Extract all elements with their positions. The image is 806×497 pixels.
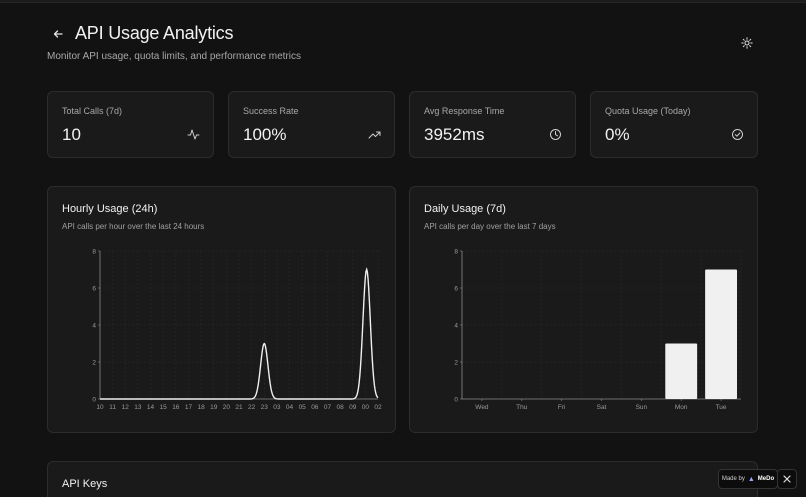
y-tick-label: 4 xyxy=(454,323,458,330)
api-keys-card: API Keys xyxy=(47,461,758,497)
x-tick-label: 15 xyxy=(160,404,168,411)
x-tick-label: 03 xyxy=(273,404,281,411)
api-keys-title: API Keys xyxy=(62,478,108,490)
y-tick-label: 2 xyxy=(92,360,96,367)
x-tick-label: 09 xyxy=(349,404,357,411)
y-tick-label: 6 xyxy=(454,286,458,293)
activity-icon xyxy=(187,129,200,140)
x-tick-label: 08 xyxy=(336,404,344,411)
badge-close-button[interactable] xyxy=(777,469,797,489)
badge-brand: MeDo xyxy=(757,476,775,482)
stat-label: Total Calls (7d) xyxy=(62,106,123,116)
x-tick-label: 23 xyxy=(261,404,269,411)
bar xyxy=(705,269,738,399)
x-tick-label: 18 xyxy=(197,404,205,411)
page-subtitle: Monitor API usage, quota limits, and per… xyxy=(47,51,302,62)
x-tick-label: 19 xyxy=(210,404,218,411)
x-tick-label: 22 xyxy=(248,404,256,411)
stat-card-success-rate: Success Rate 100% xyxy=(228,91,395,158)
y-tick-label: 6 xyxy=(92,286,96,293)
daily-usage-card: Daily Usage (7d) API calls per day over … xyxy=(409,186,758,433)
arrow-left-icon xyxy=(53,30,63,38)
x-tick-label: 12 xyxy=(122,404,130,411)
check-circle-icon xyxy=(732,129,743,140)
chart-subtitle: API calls per day over the last 7 days xyxy=(424,222,556,231)
x-tick-label: 02 xyxy=(374,404,382,411)
stat-value: 0% xyxy=(605,125,630,144)
y-tick-label: 0 xyxy=(92,397,96,404)
x-tick-label: 07 xyxy=(324,404,332,411)
top-border xyxy=(0,0,806,3)
close-icon xyxy=(783,475,791,483)
stat-label: Success Rate xyxy=(243,106,299,116)
x-tick-label: Thu xyxy=(516,404,528,411)
chart-subtitle: API calls per hour over the last 24 hour… xyxy=(62,222,205,231)
stat-value: 10 xyxy=(62,125,81,144)
x-tick-label: 16 xyxy=(172,404,180,411)
x-tick-label: 14 xyxy=(147,404,155,411)
stat-value: 100% xyxy=(243,125,287,144)
x-tick-label: 21 xyxy=(235,404,243,411)
y-tick-label: 2 xyxy=(454,360,458,367)
x-tick-label: 17 xyxy=(185,404,193,411)
stat-card-avg-response: Avg Response Time 3952ms xyxy=(409,91,576,158)
x-tick-label: 13 xyxy=(134,404,142,411)
x-tick-label: Sat xyxy=(597,404,607,411)
y-tick-label: 4 xyxy=(92,323,96,330)
x-tick-label: Wed xyxy=(475,404,489,411)
x-tick-label: Mon xyxy=(675,404,688,411)
trending-up-icon xyxy=(368,131,381,139)
x-tick-label: 00 xyxy=(362,404,370,411)
y-tick-label: 0 xyxy=(454,397,458,404)
x-tick-label: Fri xyxy=(558,404,566,411)
x-tick-label: 04 xyxy=(286,404,294,411)
y-tick-label: 8 xyxy=(92,249,96,256)
hourly-series-line xyxy=(100,267,379,400)
page-title: API Usage Analytics xyxy=(75,23,234,43)
stat-value: 3952ms xyxy=(424,125,485,144)
daily-usage-chart: 0 2 4 6 8 Wed Thu Fri Sat Sun Mon Tue xyxy=(454,249,742,411)
badge-prefix: Made by xyxy=(721,476,745,482)
back-button[interactable] xyxy=(50,26,66,42)
theme-toggle-button[interactable] xyxy=(739,35,755,51)
x-tick-label: 11 xyxy=(109,404,116,411)
x-tick-label: 10 xyxy=(96,404,104,411)
stat-label: Avg Response Time xyxy=(424,106,505,116)
bar xyxy=(665,343,698,399)
x-tick-label: 20 xyxy=(223,404,231,411)
stat-card-quota-usage: Quota Usage (Today) 0% xyxy=(590,91,758,158)
stat-label: Quota Usage (Today) xyxy=(605,106,691,116)
x-tick-label: 06 xyxy=(311,404,319,411)
medo-logo-icon: ▲ xyxy=(747,475,755,483)
chart-title: Hourly Usage (24h) xyxy=(62,203,158,215)
chart-title: Daily Usage (7d) xyxy=(424,203,506,215)
clock-icon xyxy=(550,129,561,140)
x-tick-label: Sun xyxy=(636,404,648,411)
y-tick-label: 8 xyxy=(454,249,458,256)
x-tick-label: 05 xyxy=(299,404,307,411)
stat-card-total-calls: Total Calls (7d) 10 xyxy=(47,91,214,158)
x-tick-label: Tue xyxy=(716,404,727,411)
made-by-badge[interactable]: Made by ▲ MeDo xyxy=(718,469,778,489)
sun-icon xyxy=(741,37,753,49)
hourly-usage-card: Hourly Usage (24h) API calls per hour ov… xyxy=(47,186,396,433)
